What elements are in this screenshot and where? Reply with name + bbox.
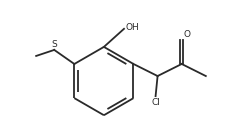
Text: OH: OH (126, 23, 139, 32)
Text: S: S (51, 40, 57, 49)
Text: Cl: Cl (151, 98, 160, 107)
Text: O: O (184, 30, 191, 39)
